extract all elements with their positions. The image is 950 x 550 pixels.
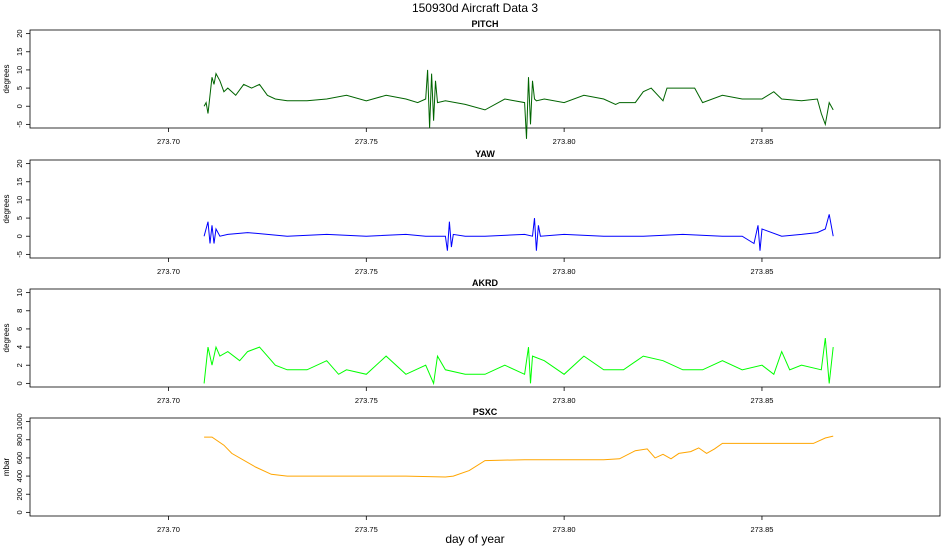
y-axis-label: degrees (2, 324, 11, 353)
y-tick-label: -5 (15, 251, 24, 258)
y-tick-label: 5 (15, 216, 24, 220)
panel-yaw: YAW degrees -5 0 5 10 15 20 273.70 273.75 273.80 27… (2, 149, 941, 276)
x-tick-label: 273.75 (355, 267, 378, 276)
y-tick-label: 2 (15, 363, 24, 367)
x-tick-label: 273.75 (355, 525, 378, 534)
series-line-akrd (203, 337, 834, 386)
y-axis-label: degrees (2, 65, 11, 94)
x-tick-label: 273.70 (157, 396, 180, 405)
y-axis-label: degrees (2, 195, 11, 224)
y-tick-label: 20 (15, 29, 24, 37)
x-tick-label: 273.85 (750, 267, 773, 276)
y-tick-label: 6 (15, 327, 24, 331)
y-tick-label: 0 (15, 104, 24, 108)
y-tick-label: 10 (15, 288, 24, 296)
x-axis-label: day of year (445, 532, 504, 546)
x-tick-label: 273.85 (750, 396, 773, 405)
y-tick-label: 10 (15, 66, 24, 74)
x-tick-label: 273.85 (750, 525, 773, 534)
series-line-pitch (203, 69, 834, 139)
panel-title: YAW (475, 149, 495, 159)
y-tick-label: 200 (15, 488, 24, 501)
x-tick-label: 273.80 (553, 396, 576, 405)
x-tick-label: 273.75 (355, 137, 378, 146)
plot-frame (29, 288, 941, 388)
y-tick-label: 400 (15, 470, 24, 483)
x-tick-label: 273.80 (553, 267, 576, 276)
y-tick-label: 0 (15, 381, 24, 385)
y-tick-label: 10 (15, 196, 24, 204)
x-tick-label: 273.80 (553, 137, 576, 146)
y-tick-label: 4 (15, 345, 24, 349)
x-tick-label: 273.70 (157, 525, 180, 534)
panel-title: PITCH (472, 19, 499, 29)
plot-frame (29, 417, 941, 517)
x-tick-label: 273.70 (157, 137, 180, 146)
y-tick-label: -5 (15, 121, 24, 128)
y-tick-label: 600 (15, 452, 24, 465)
panel-title: AKRD (472, 278, 498, 288)
x-tick-label: 273.70 (157, 267, 180, 276)
x-tick-label: 273.75 (355, 396, 378, 405)
panel-pitch: PITCH degrees -5 0 5 10 15 20 273.70 273.75 273.80… (2, 19, 941, 146)
y-tick-label: 15 (15, 178, 24, 186)
y-axis-label: mbar (2, 458, 11, 477)
panel-title: PSXC (473, 407, 498, 417)
figure-title: 150930d Aircraft Data 3 (412, 1, 538, 15)
y-tick-label: 1000 (15, 413, 24, 430)
y-tick-label: 20 (15, 159, 24, 167)
y-tick-label: 0 (15, 234, 24, 238)
x-tick-label: 273.85 (750, 137, 773, 146)
y-tick-label: 800 (15, 434, 24, 447)
x-tick-label: 273.80 (553, 525, 576, 534)
plot-frame (29, 159, 941, 259)
series-line-psxc (204, 435, 834, 478)
y-tick-label: 0 (15, 510, 24, 514)
y-tick-label: 8 (15, 309, 24, 313)
plot-frame (29, 29, 941, 129)
y-tick-label: 15 (15, 48, 24, 56)
y-tick-label: 5 (15, 86, 24, 90)
panel-psxc: PSXC mbar 0 200 400 600 800 1000 273.70 273.75 273… (2, 407, 941, 534)
series-line-yaw (203, 214, 834, 251)
panel-akrd: AKRD degrees 0 2 4 6 8 10 273.70 273.75 273.80 273.… (2, 278, 941, 405)
